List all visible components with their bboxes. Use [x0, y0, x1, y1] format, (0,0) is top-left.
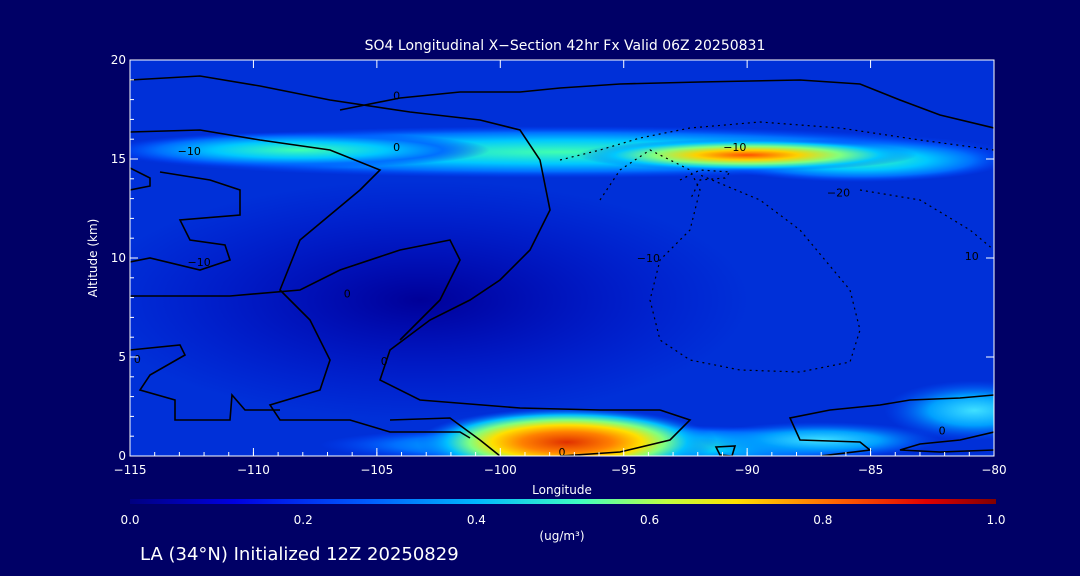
contour-label: −10 — [723, 141, 746, 154]
contour-line — [859, 189, 994, 251]
contour-line — [130, 239, 461, 341]
x-tick-label: −85 — [858, 463, 883, 477]
contour-line — [599, 149, 861, 373]
contour-label: 0 — [381, 355, 388, 368]
contour-line — [130, 167, 151, 191]
y-tick-label: 5 — [118, 350, 126, 364]
x-tick-label: −100 — [484, 463, 517, 477]
contour-label: 0 — [393, 90, 400, 103]
colorbar-tick-label: 0.2 — [294, 513, 313, 527]
contour-line — [559, 121, 994, 161]
contour-line — [714, 445, 737, 456]
contour-line — [130, 75, 660, 411]
y-tick-label: 0 — [118, 449, 126, 463]
chart-title: SO4 Longitudinal X−Section 42hr Fx Valid… — [365, 38, 766, 54]
x-tick-label: −80 — [981, 463, 1006, 477]
footer-text: LA (34°N) Initialized 12Z 20250829 — [140, 544, 459, 565]
contour-labels: 0 0 −10 −10 −20 −10 0 −10 10 0 0 0 0 — [134, 90, 979, 459]
contour-line — [559, 409, 692, 456]
y-axis-label: Altitude (km) — [86, 219, 100, 298]
colorbar: 0.0 0.2 0.4 0.6 0.8 1.0 (ug/m³) — [120, 499, 1006, 543]
x-axis: −115 −110 −105 −100 −95 −90 −85 −80 — [114, 60, 1007, 477]
heatmap-hotspot — [577, 139, 918, 172]
contour-label: −10 — [637, 252, 660, 265]
heatmap-hotspot — [884, 380, 994, 441]
heatmap-low-region — [130, 180, 750, 420]
x-tick-label: −115 — [114, 463, 147, 477]
y-tick-label: 15 — [111, 152, 126, 166]
colorbar-tick-label: 0.6 — [640, 513, 659, 527]
contour-line — [679, 169, 732, 201]
contour-line — [389, 417, 501, 456]
contour-line — [899, 431, 994, 453]
contour-line — [788, 394, 994, 456]
y-tick-label: 10 — [111, 251, 126, 265]
colorbar-tick-label: 0.8 — [813, 513, 832, 527]
contour-line — [130, 344, 280, 421]
contour-label: 0 — [134, 353, 141, 366]
colorbar-ticks: 0.0 0.2 0.4 0.6 0.8 1.0 — [120, 513, 1005, 527]
colorbar-gradient — [130, 499, 996, 504]
colorbar-tick-label: 0.0 — [120, 513, 139, 527]
contour-label: −10 — [178, 145, 201, 158]
x-tick-label: −95 — [611, 463, 636, 477]
heatmap-hotspot — [416, 408, 717, 456]
contour-label: −20 — [827, 187, 850, 200]
x-tick-label: −105 — [360, 463, 393, 477]
contour-label: 0 — [559, 446, 566, 459]
plot-area — [130, 60, 994, 456]
colorbar-tick-label: 0.4 — [467, 513, 486, 527]
heatmap-hotspots — [416, 139, 994, 456]
y-tick-label: 20 — [111, 53, 126, 67]
contour-line — [339, 79, 994, 129]
contour-label: 10 — [965, 250, 979, 263]
colorbar-tick-label: 1.0 — [986, 513, 1005, 527]
colorbar-unit-label: (ug/m³) — [539, 529, 584, 543]
x-tick-label: −110 — [237, 463, 270, 477]
x-tick-label: −90 — [734, 463, 759, 477]
x-axis-label: Longitude — [532, 483, 592, 497]
contour-label: 0 — [939, 424, 946, 437]
contour-line — [130, 171, 241, 271]
contour-label: 0 — [393, 141, 400, 154]
contour-label: −10 — [188, 256, 211, 269]
contour-label: 0 — [344, 288, 351, 301]
contour-lines — [130, 75, 994, 456]
contour-line — [130, 129, 471, 439]
